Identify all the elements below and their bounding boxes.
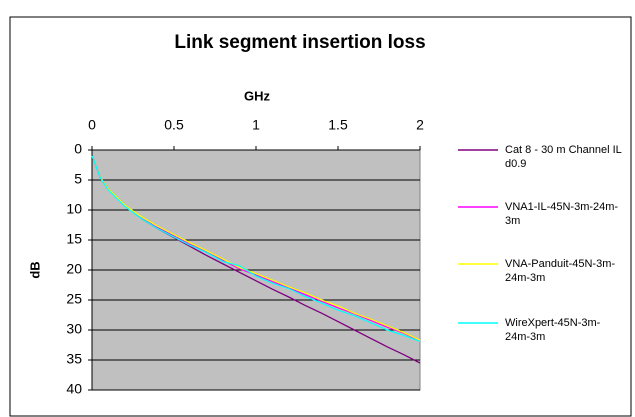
x-axis-title: GHz — [244, 88, 271, 103]
series-line — [91, 155, 421, 343]
y-tick-label: 20 — [66, 261, 82, 277]
x-tick-label: 0 — [88, 117, 96, 133]
x-tick-label: 1.5 — [328, 117, 348, 133]
y-tick-label: 5 — [74, 171, 82, 187]
x-tick-label: 2 — [416, 117, 424, 133]
y-tick-label: 40 — [66, 381, 82, 397]
y-tick-label: 0 — [74, 141, 82, 157]
y-tick-label: 15 — [66, 231, 82, 247]
chart-title: Link segment insertion loss — [174, 32, 425, 53]
y-axis-title: dB — [27, 261, 42, 278]
y-tick-label: 30 — [66, 321, 82, 337]
legend-label: VNA1-IL-45N-3m-24m-3m — [505, 201, 619, 227]
legend-label: VNA-Panduit-45N-3m-24m-3m — [505, 258, 616, 284]
legend-label: WireXpert-45N-3m-24m-3m — [505, 317, 601, 343]
legend-label: Cat 8 - 30 m Channel IL d0.9 — [505, 144, 622, 170]
y-tick-label: 10 — [66, 201, 82, 217]
x-tick-label: 0.5 — [164, 117, 184, 133]
y-tick-label: 35 — [66, 351, 82, 367]
x-tick-label: 1 — [252, 117, 260, 133]
y-tick-label: 25 — [66, 291, 82, 307]
